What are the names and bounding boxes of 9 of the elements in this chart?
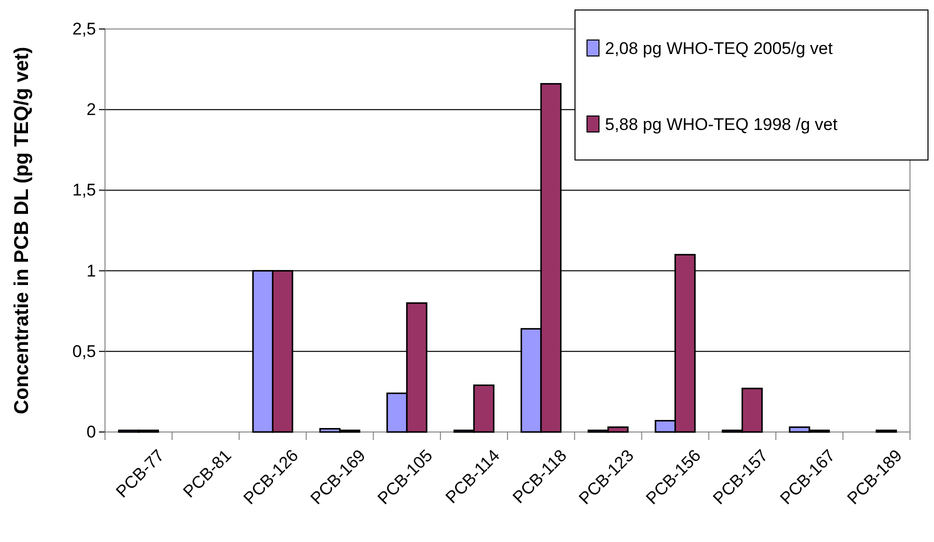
y-tick-label: 0 bbox=[86, 422, 96, 442]
y-tick-label: 0,5 bbox=[72, 342, 96, 361]
y-axis-title: Concentratie in PCB DL (pg TEQ/g vet) bbox=[11, 46, 33, 414]
y-tick-label: 1,5 bbox=[72, 180, 96, 200]
y-tick-label: 2 bbox=[86, 100, 96, 120]
y-tick-label: 1 bbox=[86, 261, 96, 280]
legend-label: 5,88 pg WHO-TEQ 1998 /g vet bbox=[605, 115, 838, 134]
y-tick-label: 2,5 bbox=[72, 19, 96, 38]
legend-label: 2,08 pg WHO-TEQ 2005/g vet bbox=[605, 39, 833, 58]
